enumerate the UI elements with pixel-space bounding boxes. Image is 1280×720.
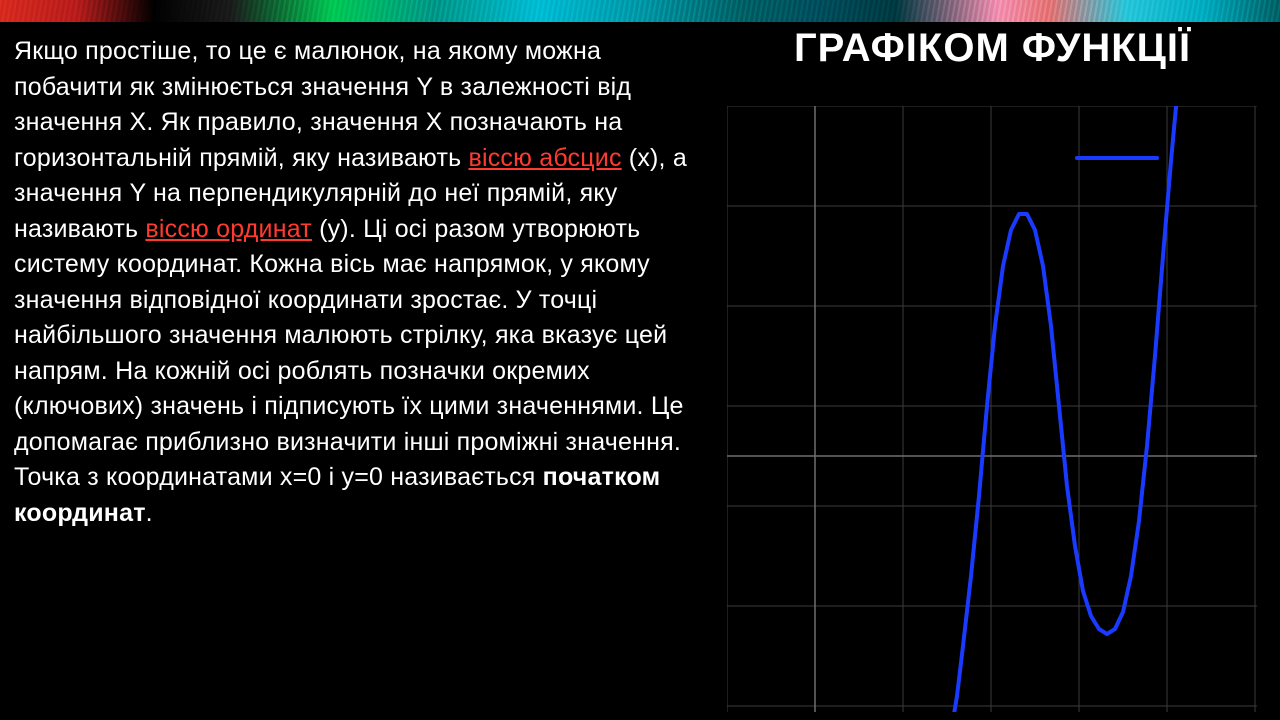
- body-text: Якщо простіше, то це є малюнок, на якому…: [0, 22, 705, 720]
- link-ordinate[interactable]: віссю ординат: [145, 215, 312, 243]
- right-panel: ГРАФІКОМ ФУНКЦІЇ: [705, 22, 1280, 720]
- slide-content: Якщо простіше, то це є малюнок, на якому…: [0, 22, 1280, 720]
- text-seg-4: .: [146, 499, 153, 527]
- text-seg-3: (y). Ці осі разом утворюють систему коор…: [14, 215, 684, 492]
- function-chart: [727, 106, 1257, 712]
- chart-svg: [727, 106, 1257, 712]
- decorative-top-stripe: [0, 0, 1280, 22]
- link-abscissa[interactable]: віссю абсцис: [468, 144, 621, 172]
- slide-title: ГРАФІКОМ ФУНКЦІЇ: [705, 26, 1280, 71]
